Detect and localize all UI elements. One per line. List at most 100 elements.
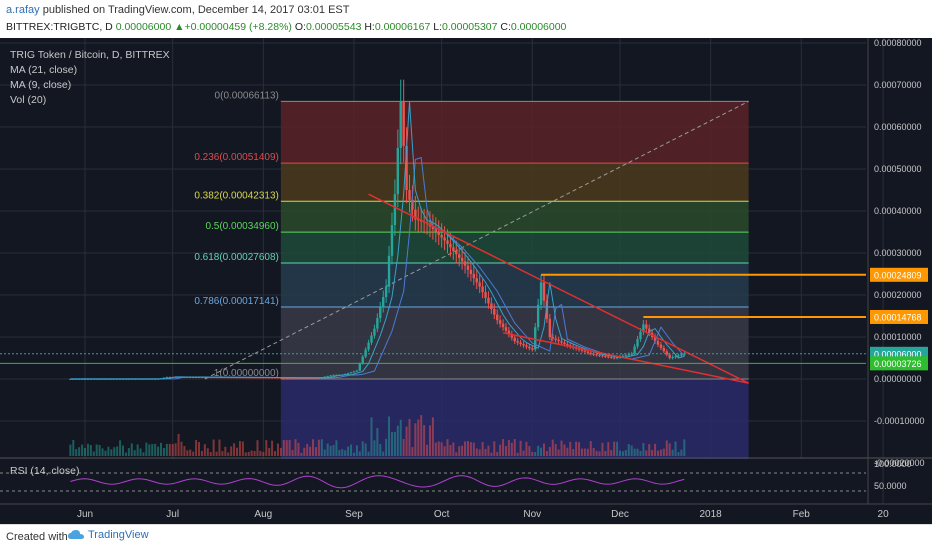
volume-bar [145,443,147,456]
candle-body [519,343,521,344]
candle-body [464,261,466,265]
tradingview-label[interactable]: TradingView [88,529,149,541]
volume-bar [251,451,253,456]
candle-body [633,346,635,353]
rsi-axis-tick: 100.0000 [874,459,912,469]
volume-bar [490,453,492,456]
volume-bar [426,445,428,456]
price-chart-svg[interactable]: 0(0.00066113) 0.236(0.00051409) 0.382(0.00… [0,38,932,524]
volume-bar [353,453,355,456]
volume-bar [593,448,595,456]
volume-bar [128,448,130,456]
candle-body [397,148,399,194]
volume-bar [90,445,92,456]
volume-bar [207,448,209,456]
volume-bar [242,442,244,456]
volume-bar [657,451,659,456]
time-axis-tick: Dec [611,509,629,520]
volume-bar [289,440,291,456]
volume-bar [403,439,405,456]
volume-bar [584,449,586,456]
volume-bar [388,416,390,456]
volume-bar [400,420,402,456]
time-axis-tick: Feb [793,509,811,520]
volume-bar [438,441,440,456]
candle-body [388,256,390,287]
legend-ma9[interactable]: MA (9, close) [10,79,71,91]
volume-bar [309,447,311,456]
candle-body [394,194,396,225]
legend-rsi[interactable]: RSI (14, close) [10,465,79,477]
volume-bar [385,439,387,456]
volume-bar [596,451,598,456]
volume-bar [262,452,264,456]
volume-bar [104,451,106,456]
candle-body [326,376,328,377]
candle-body [476,278,478,282]
legend-ma21[interactable]: MA (21, close) [10,64,77,76]
volume-bar [195,440,197,456]
volume-bar [376,428,378,456]
tradingview-cloud-icon [68,530,84,540]
volume-bar [303,448,305,456]
volume-bar [505,446,507,456]
change-arrow-icon: ▲ [174,21,184,33]
candle-body [560,341,562,342]
high-label: H: [364,21,375,33]
volume-bar [350,445,352,456]
volume-bar [359,451,361,456]
time-axis-tick: 20 [878,509,890,520]
volume-bar [432,417,434,456]
volume-bar [575,442,577,456]
candle-body [516,341,518,342]
fib-label: 0.382(0.00042313) [194,190,279,201]
fib-zone [281,163,749,201]
fib-label: 0.5(0.00034960) [205,221,278,232]
volume-bar [327,444,329,456]
candle-body [584,351,586,352]
volume-bar [447,439,449,456]
time-axis-tick: Sep [345,509,363,520]
volume-bar [631,446,633,456]
volume-bar [423,425,425,456]
volume-bar [154,444,156,456]
candle-body [610,357,612,358]
header-bar: a.rafay published on TradingView.com, De… [0,0,932,38]
fib-label: 0.618(0.00027608) [194,252,279,263]
price-axis-tick: 0.00040000 [874,206,922,216]
candle-body [452,247,454,251]
candle-body [674,356,676,357]
volume-bar [487,446,489,456]
candle-body [636,339,638,346]
volume-bar [625,450,627,456]
volume-bar [221,451,223,456]
volume-bar [616,442,618,456]
volume-bar [312,439,314,456]
volume-bar [268,448,270,456]
volume-bar [186,450,188,456]
volume-bar [341,449,343,456]
author-link[interactable]: a.rafay [6,4,40,16]
volume-bar [300,453,302,456]
volume-bar [169,444,171,456]
candle-body [514,338,516,342]
candle-body [525,345,527,346]
volume-bar [479,449,481,456]
volume-bar [528,446,530,456]
price-label-text: 0.00003726 [874,359,922,369]
volume-bar [607,442,609,456]
candle-body [598,355,600,356]
tradingview-brand[interactable]: TradingView [68,529,149,541]
volume-bar [563,444,565,456]
candle-body [385,287,387,298]
volume-bar [69,445,71,456]
volume-bar [663,449,665,456]
volume-bar [239,441,241,456]
legend-vol[interactable]: Vol (20) [10,94,46,106]
chart-area[interactable]: 0(0.00066113) 0.236(0.00051409) 0.382(0.00… [0,38,932,524]
candle-body [402,102,404,146]
volume-bar [210,452,212,456]
volume-bar [420,415,422,456]
volume-bar [201,451,203,456]
volume-bar [125,453,127,456]
